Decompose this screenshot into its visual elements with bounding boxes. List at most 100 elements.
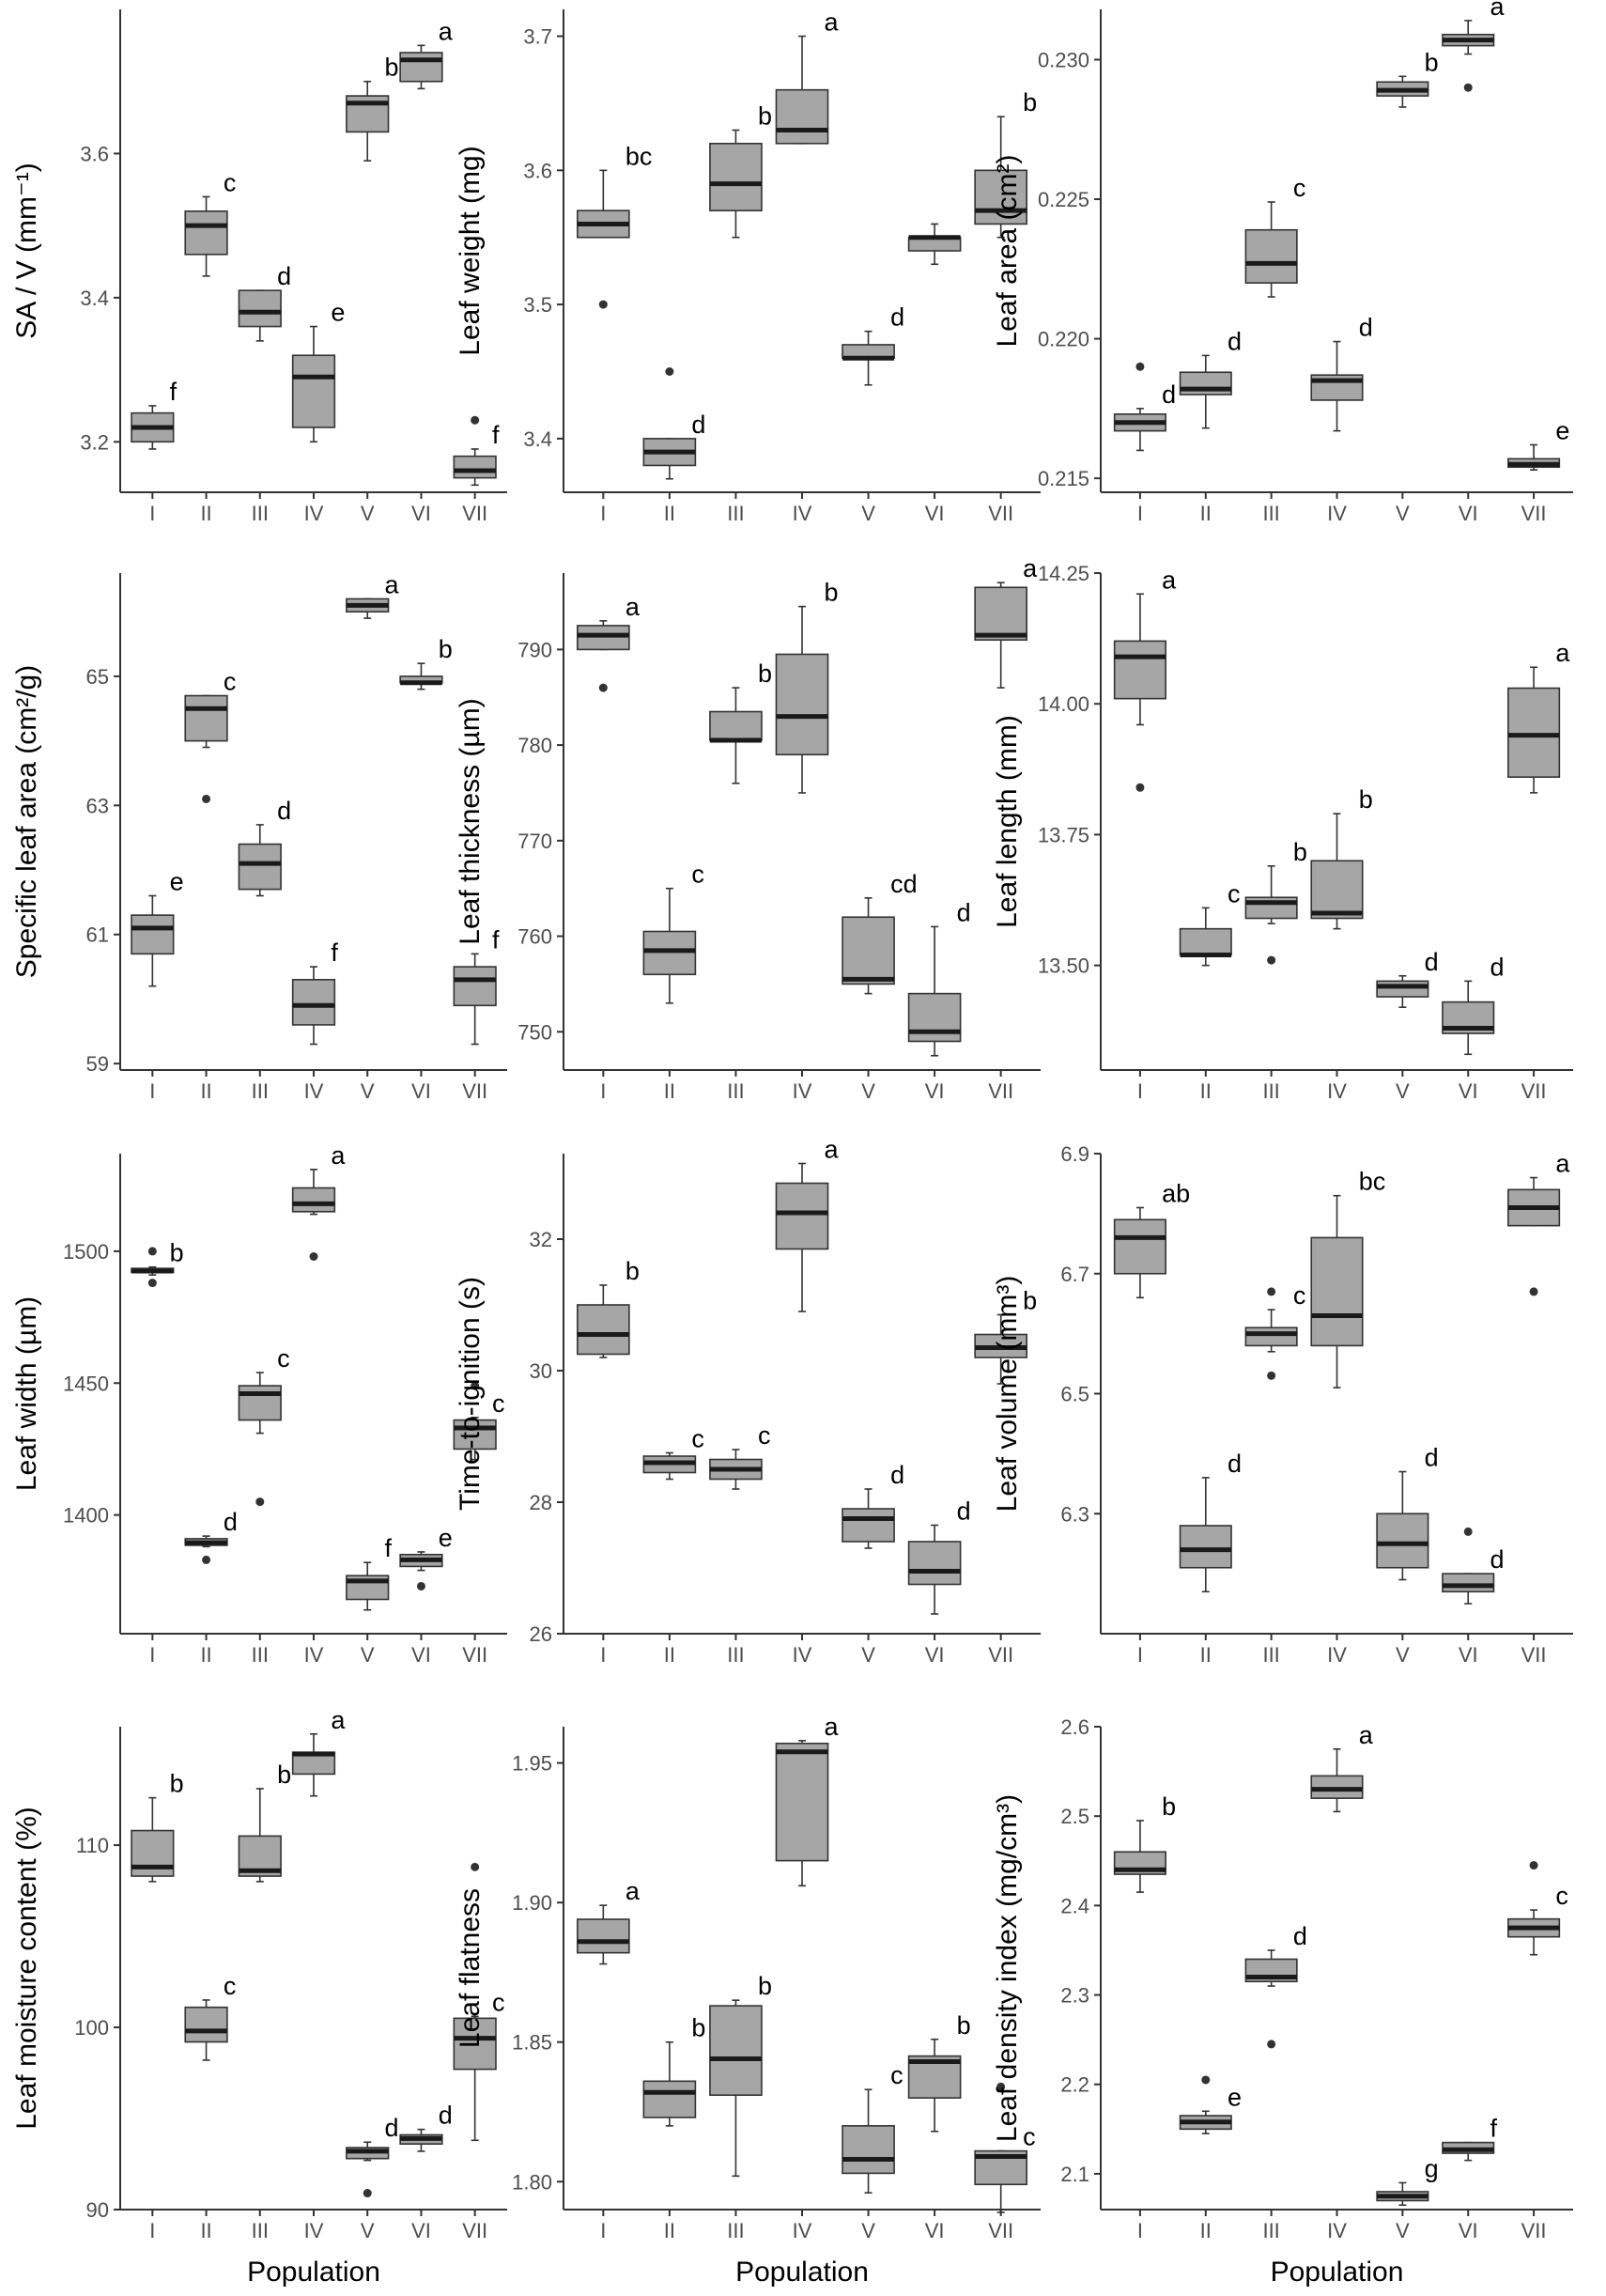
box-I: a bbox=[577, 593, 641, 692]
significance-letter: a bbox=[1359, 1721, 1374, 1749]
significance-letter: bc bbox=[625, 142, 653, 170]
outlier-point bbox=[1529, 1287, 1538, 1296]
x-tick-label: I bbox=[1137, 2219, 1143, 2242]
y-axis-title: Leaf moisture content (%) bbox=[11, 1807, 42, 2130]
x-tick-label: II bbox=[1200, 502, 1212, 525]
outlier-point bbox=[598, 683, 608, 692]
significance-letter: d bbox=[1228, 327, 1242, 355]
significance-letter: c bbox=[1023, 2123, 1036, 2151]
x-tick-label: II bbox=[664, 1079, 675, 1103]
outlier-point bbox=[1135, 362, 1145, 371]
significance-letter: c bbox=[1228, 879, 1241, 908]
significance-letter: b bbox=[385, 54, 399, 82]
box-III: c bbox=[238, 1344, 290, 1507]
significance-letter: a bbox=[825, 1713, 840, 1741]
iqr-box bbox=[775, 1743, 829, 1862]
iqr-box bbox=[842, 1508, 895, 1543]
x-tick-label: VI bbox=[411, 1643, 431, 1667]
panel-3: 0.215 0.220 0.225 0.230 Leaf area (cm²) Id II d… bbox=[992, 0, 1573, 525]
box-II: d bbox=[642, 367, 705, 480]
x-tick-label: V bbox=[1396, 1643, 1410, 1667]
significance-letter: c bbox=[1293, 1281, 1306, 1310]
x-tick-label: I bbox=[600, 1643, 606, 1667]
x-tick-label: III bbox=[1262, 502, 1279, 525]
box-III: d bbox=[238, 262, 291, 342]
outlier-point bbox=[1201, 2075, 1211, 2085]
iqr-box bbox=[399, 52, 443, 83]
y-tick-label: 6.3 bbox=[1060, 1502, 1089, 1526]
x-tick-label: VI bbox=[411, 2219, 431, 2242]
x-tick-label: II bbox=[200, 1643, 211, 1667]
x-tick-label: I bbox=[149, 502, 155, 525]
y-tick-label: 6.9 bbox=[1060, 1142, 1089, 1166]
box-VII: a bbox=[1507, 1150, 1570, 1296]
y-tick-label: 100 bbox=[74, 2016, 109, 2040]
x-tick-label: VII bbox=[462, 1643, 487, 1667]
iqr-box bbox=[842, 2125, 895, 2175]
y-tick-label: 3.4 bbox=[80, 287, 109, 310]
y-tick-label: 6.5 bbox=[1060, 1383, 1089, 1406]
y-tick-label: 13.75 bbox=[1038, 823, 1089, 846]
y-tick-label: 32 bbox=[530, 1228, 552, 1251]
significance-letter: c bbox=[492, 1389, 505, 1418]
x-tick-label: I bbox=[149, 2219, 155, 2242]
significance-letter: a bbox=[439, 17, 454, 45]
significance-letter: b bbox=[1023, 1287, 1037, 1315]
y-axis-title: Leaf volume (mm³) bbox=[992, 1276, 1023, 1513]
significance-letter: b bbox=[277, 1761, 291, 1789]
iqr-box bbox=[1507, 687, 1561, 778]
significance-letter: d bbox=[277, 797, 291, 825]
significance-letter: e bbox=[170, 868, 184, 896]
y-tick-label: 90 bbox=[86, 2198, 109, 2222]
iqr-box bbox=[709, 142, 763, 211]
significance-letter: b bbox=[625, 1257, 640, 1285]
significance-letter: a bbox=[1490, 0, 1505, 21]
y-tick-label: 2.4 bbox=[1060, 1894, 1089, 1917]
box-IV: a bbox=[775, 1136, 840, 1312]
y-tick-label: 26 bbox=[530, 1622, 552, 1646]
iqr-box bbox=[775, 653, 829, 756]
x-tick-label: IV bbox=[1327, 2219, 1347, 2242]
outlier-point bbox=[202, 1555, 211, 1564]
box-IV: b bbox=[775, 579, 839, 794]
box-III: b bbox=[709, 1972, 772, 2178]
outlier-point bbox=[471, 1381, 480, 1390]
panel-10: 90 100 110 Leaf moisture content (%) Ib II c II… bbox=[11, 1706, 507, 2288]
panel-1: 3.2 3.4 3.6 SA / V (mm⁻¹) If II c III d IV e Vb VI a V… bbox=[11, 9, 507, 525]
y-tick-label: 790 bbox=[517, 638, 552, 661]
box-II: c bbox=[184, 668, 236, 803]
significance-letter: b bbox=[1293, 838, 1307, 866]
box-VII: c bbox=[453, 1862, 504, 2142]
x-tick-label: VII bbox=[1521, 1643, 1547, 1667]
x-axis-title: Population bbox=[1271, 2257, 1404, 2288]
box-VII: a bbox=[974, 554, 1038, 689]
outlier-point bbox=[665, 367, 674, 376]
box-II: c bbox=[642, 1425, 704, 1481]
outlier-point bbox=[147, 1247, 157, 1256]
box-I: ab bbox=[1113, 1179, 1190, 1299]
box-VII: e bbox=[1507, 416, 1569, 472]
box-V: f bbox=[346, 1534, 393, 1611]
significance-letter: d bbox=[890, 303, 904, 332]
significance-letter: a bbox=[1555, 1150, 1570, 1178]
significance-letter: c bbox=[277, 1344, 290, 1373]
box-IV: a bbox=[775, 8, 840, 145]
outlier-point bbox=[1267, 1287, 1276, 1296]
x-tick-label: I bbox=[149, 1643, 155, 1667]
box-VII: f bbox=[453, 415, 500, 487]
y-tick-label: 1.80 bbox=[512, 2170, 552, 2194]
iqr-box bbox=[1244, 1326, 1298, 1347]
box-VII: f bbox=[453, 925, 500, 1046]
box-III: c bbox=[709, 1421, 770, 1490]
box-II: c bbox=[1179, 879, 1241, 967]
significance-letter: c bbox=[890, 2061, 903, 2089]
y-tick-label: 14.25 bbox=[1038, 562, 1089, 585]
significance-letter: a bbox=[331, 1141, 346, 1170]
x-tick-label: V bbox=[861, 1643, 875, 1667]
x-tick-label: VII bbox=[1521, 502, 1547, 525]
box-III: b bbox=[709, 659, 772, 784]
iqr-box bbox=[131, 914, 175, 955]
outlier-point bbox=[1529, 1861, 1538, 1870]
x-tick-label: II bbox=[664, 502, 675, 525]
